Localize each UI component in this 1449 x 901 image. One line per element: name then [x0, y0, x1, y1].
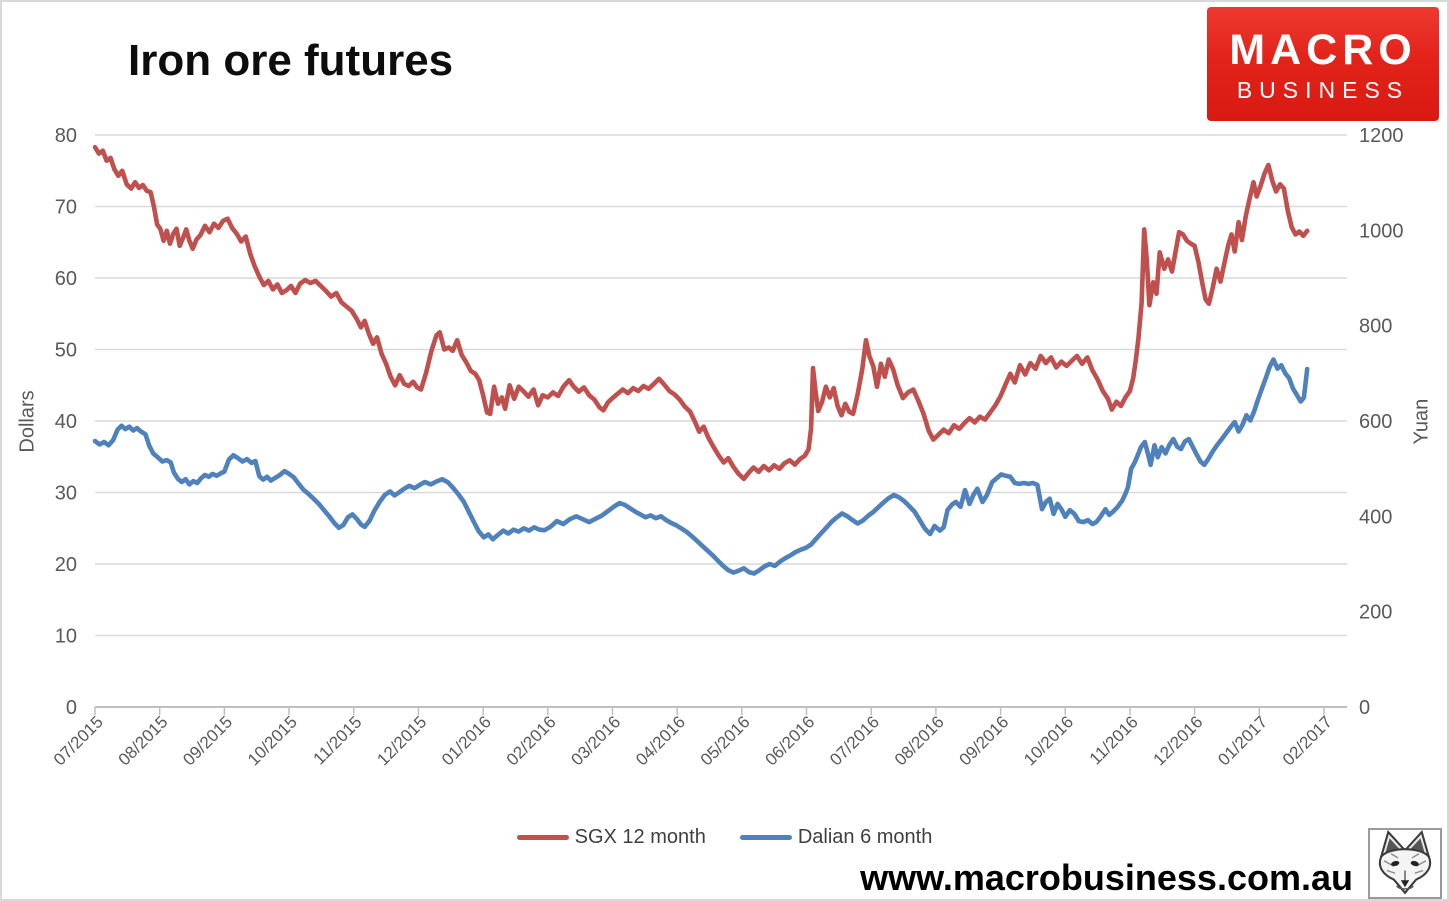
x-axis-tick-label: 01/2017 — [1214, 712, 1271, 769]
x-axis-tick-label: 06/2016 — [761, 712, 818, 769]
legend-item-dalian: Dalian 6 month — [739, 826, 933, 849]
x-axis-tick-label: 11/2016 — [1086, 712, 1142, 768]
left-axis-tick-label: 80 — [55, 125, 77, 147]
x-axis-tick-label: 04/2016 — [632, 712, 689, 769]
left-axis-tick-label: 0 — [66, 697, 77, 719]
logo-text-business: BUSINESS — [1236, 77, 1410, 103]
x-axis-tick-label: 02/2017 — [1279, 712, 1336, 769]
macrobusiness-logo: MACRO BUSINESS — [1207, 7, 1439, 121]
chart-title: Iron ore futures — [128, 36, 454, 85]
left-axis-tick-label: 30 — [55, 483, 77, 505]
left-axis-tick-label: 70 — [55, 197, 77, 219]
x-axis-tick-label: 09/2015 — [179, 712, 236, 769]
legend-label-dalian: Dalian 6 month — [797, 826, 933, 848]
x-axis-tick-label: 02/2016 — [503, 712, 560, 769]
right-axis-tick-label: 800 — [1359, 316, 1392, 338]
logo-text-macro: MACRO — [1229, 26, 1417, 74]
x-axis-tick-label: 10/2015 — [244, 712, 301, 769]
x-axis-tick-label: 07/2016 — [826, 712, 883, 769]
fox-logo — [1368, 828, 1442, 899]
legend-item-sgx: SGX 12 month — [516, 826, 706, 849]
legend-label-sgx: SGX 12 month — [574, 826, 706, 848]
sgx-line-swatch — [516, 835, 569, 840]
left-axis-tick-label: 10 — [55, 626, 77, 648]
right-axis-tick-label: 200 — [1359, 602, 1392, 624]
left-axis-tick-label: 50 — [55, 340, 77, 362]
x-axis-tick-label: 12/2015 — [373, 712, 430, 769]
x-axis-tick-label: 11/2015 — [310, 712, 366, 768]
x-axis-tick-label: 08/2016 — [891, 712, 948, 769]
series-line-0 — [92, 144, 1310, 482]
fox-icon — [1378, 830, 1432, 895]
x-axis-tick-label: 08/2015 — [115, 712, 172, 769]
right-axis-tick-label: 600 — [1359, 411, 1392, 433]
right-axis-tick-label: 400 — [1359, 506, 1392, 528]
x-axis-tick-label: 07/2015 — [50, 712, 107, 769]
line-chart: 0102030405060708002004006008001000120007… — [50, 125, 1404, 769]
dalian-line-swatch — [739, 835, 792, 840]
site-url: www.macrobusiness.com.au — [860, 857, 1353, 898]
x-axis-tick-label: 09/2016 — [956, 712, 1013, 769]
right-axis-tick-label: 1000 — [1359, 220, 1404, 242]
x-axis-tick-label: 03/2016 — [567, 712, 624, 769]
left-axis-tick-label: 20 — [55, 554, 77, 576]
x-axis-tick-label: 05/2016 — [697, 712, 754, 769]
series-line-1 — [92, 357, 1310, 576]
right-axis-tick-label: 1200 — [1359, 125, 1404, 147]
x-axis-tick-label: 01/2016 — [438, 712, 495, 769]
x-axis-tick-label: 12/2016 — [1150, 712, 1207, 769]
x-axis-tick-label: 10/2016 — [1020, 712, 1077, 769]
left-axis-tick-label: 60 — [55, 268, 77, 290]
legend: SGX 12 month Dalian 6 month — [2, 826, 1447, 849]
left-axis-tick-label: 40 — [55, 411, 77, 433]
right-axis-tick-label: 0 — [1359, 697, 1370, 719]
